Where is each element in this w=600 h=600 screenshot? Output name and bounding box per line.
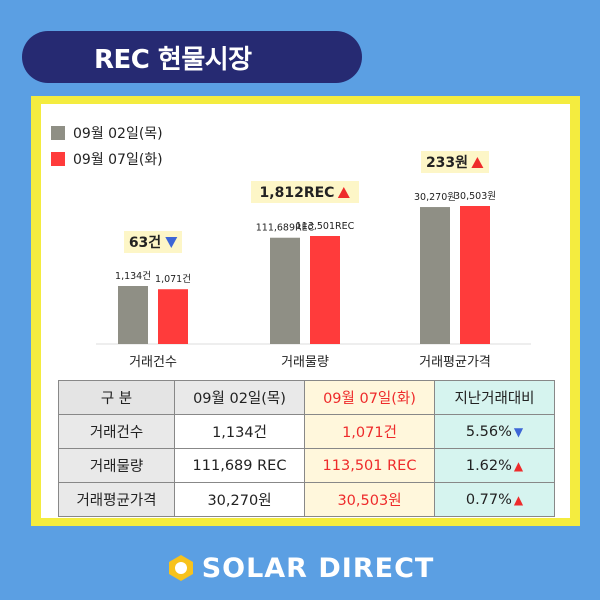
table-row: 거래물량 111,689 REC 113,501 REC 1.62% ▲ <box>58 448 555 483</box>
bar-data-label: 113,501REC <box>296 221 355 232</box>
page-title: REC 현물시장 <box>22 31 362 83</box>
triangle-up-icon <box>337 187 350 198</box>
table-row: 거래건수 1,134건 1,071건 5.56% ▼ <box>58 414 555 449</box>
triangle-up-icon <box>471 157 484 168</box>
bar-prev <box>420 207 450 344</box>
row-label: 거래평균가격 <box>58 482 175 517</box>
bar-prev <box>118 286 148 344</box>
sun-logo-icon <box>168 555 193 581</box>
header-cell: 09월 02일(목) <box>174 380 305 415</box>
page-title-text: REC 현물시장 <box>94 44 252 75</box>
row-label: 거래물량 <box>58 448 175 483</box>
comparison-table: 구 분 09월 02일(목) 09월 07일(화) 지난거래대비 거래건수 1,… <box>58 380 555 517</box>
triangle-down-icon <box>165 237 178 248</box>
change-value: 1.62% <box>465 457 512 474</box>
curr-value: 113,501 REC <box>304 448 435 483</box>
legend-item-2: 09월 07일(화) <box>51 146 163 172</box>
change-badge <box>251 181 359 203</box>
brand-logo: SOLAR DIRECT <box>0 548 600 588</box>
bar-curr <box>158 289 188 344</box>
prev-value: 1,134건 <box>174 414 305 449</box>
legend: 09월 02일(목) 09월 07일(화) <box>51 120 163 172</box>
table-row: 거래평균가격 30,270원 30,503원 0.77% ▲ <box>58 482 555 517</box>
header-cell: 09월 07일(화) <box>304 380 435 415</box>
header-cell: 지난거래대비 <box>434 380 555 415</box>
change-badge-label: 63건 <box>129 234 161 251</box>
prev-value: 111,689 REC <box>174 448 305 483</box>
bar-curr <box>460 206 490 344</box>
bar-data-label: 30,503원 <box>454 191 496 202</box>
bar-data-label: 111,689REC <box>256 223 315 234</box>
bar-prev <box>270 237 300 344</box>
change-badge-label: 1,812REC <box>260 185 335 201</box>
bar-data-label: 1,134건 <box>115 271 151 282</box>
bar-data-label: 1,071건 <box>155 274 191 285</box>
row-label: 거래건수 <box>58 414 175 449</box>
change-cell: 0.77% ▲ <box>434 482 555 517</box>
change-cell: 1.62% ▲ <box>434 448 555 483</box>
curr-value: 30,503원 <box>304 482 435 517</box>
triangle-up-icon: ▲ <box>513 458 524 473</box>
triangle-up-icon: ▲ <box>513 492 524 507</box>
legend-label-1: 09월 02일(목) <box>73 126 163 142</box>
change-badge-label: 233원 <box>426 155 468 171</box>
legend-swatch-gray <box>51 126 65 140</box>
bar-data-label: 30,270원 <box>414 192 456 203</box>
legend-label-2: 09월 07일(화) <box>73 152 163 168</box>
prev-value: 30,270원 <box>174 482 305 517</box>
legend-item-1: 09월 02일(목) <box>51 120 163 146</box>
change-value: 0.77% <box>465 491 512 508</box>
header-cell: 구 분 <box>58 380 175 415</box>
legend-swatch-red <box>51 152 65 166</box>
curr-value: 1,071건 <box>304 414 435 449</box>
bar-curr <box>310 236 340 344</box>
category-label: 거래건수 <box>129 355 177 370</box>
triangle-down-icon: ▼ <box>513 424 524 439</box>
category-label: 거래평균가격 <box>419 355 491 370</box>
table-header-row: 구 분 09월 02일(목) 09월 07일(화) 지난거래대비 <box>58 380 555 415</box>
chart-panel: 1,134건 1,071건 거래건수 63건 111,689REC 113,501REC 거… <box>41 104 570 518</box>
category-label: 거래물량 <box>281 355 329 370</box>
brand-name: SOLAR DIRECT <box>201 552 435 584</box>
change-value: 5.56% <box>465 423 512 440</box>
change-badge <box>124 231 182 253</box>
change-cell: 5.56% ▼ <box>434 414 555 449</box>
